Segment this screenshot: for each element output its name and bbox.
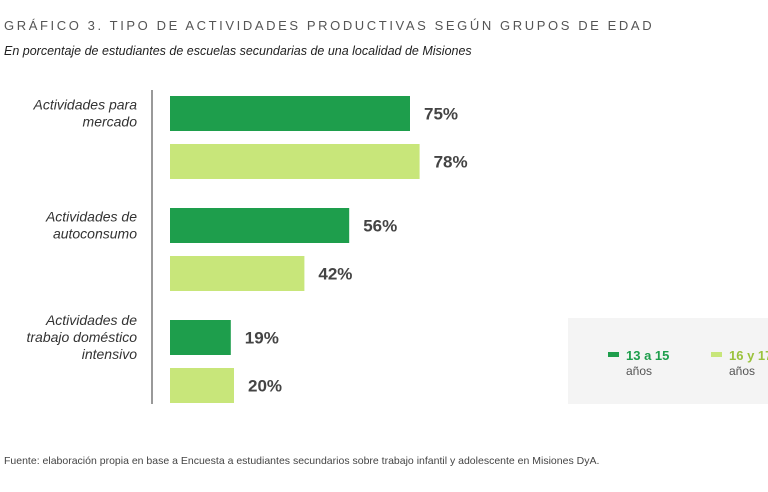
value-label: 75%: [424, 105, 458, 124]
legend-label-line1: 16 y 17: [729, 348, 768, 363]
legend-swatch-16-17: [711, 352, 722, 357]
legend: 13 a 15 años 16 y 17 años: [568, 318, 768, 404]
category-label: Actividades para: [32, 97, 137, 113]
category-label: autoconsumo: [53, 226, 137, 242]
legend-label-line1: 13 a 15: [626, 348, 670, 363]
category-label: trabajo doméstico: [26, 329, 137, 345]
legend-label-line2: años: [729, 364, 756, 378]
value-label: 20%: [248, 377, 282, 396]
bar: [170, 96, 410, 131]
value-label: 19%: [245, 329, 279, 348]
bar: [170, 256, 305, 291]
bar: [170, 368, 234, 403]
category-label: Actividades de: [45, 312, 137, 328]
bar: [170, 144, 420, 179]
category-label: Actividades de: [45, 209, 137, 225]
bar: [170, 208, 350, 243]
source-note: Fuente: elaboración propia en base a Enc…: [4, 455, 600, 467]
category-label: mercado: [83, 114, 138, 130]
chart-title: GRÁFICO 3. TIPO DE ACTIVIDADES PRODUCTIV…: [4, 18, 655, 33]
legend-label-line2: años: [626, 364, 653, 378]
category-label: intensivo: [82, 346, 137, 362]
legend-swatch-13-15: [608, 352, 619, 357]
chart-subtitle: En porcentaje de estudiantes de escuelas…: [4, 44, 472, 58]
value-label: 56%: [363, 217, 397, 236]
value-label: 42%: [318, 265, 352, 284]
value-label: 78%: [434, 153, 468, 172]
bar: [170, 320, 231, 355]
